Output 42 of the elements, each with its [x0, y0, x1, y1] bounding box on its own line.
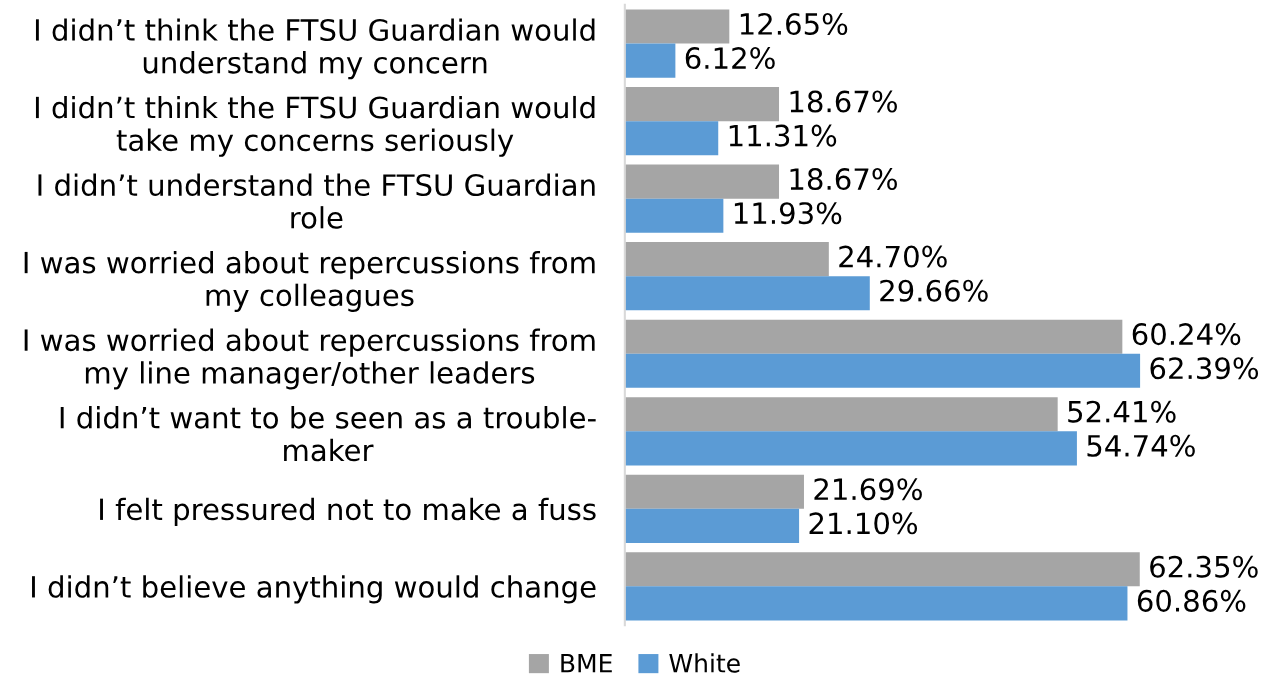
data-label: 18.67% [790, 168, 897, 191]
bar [624, 586, 1128, 621]
bar [624, 164, 780, 199]
data-label: 18.67% [790, 90, 897, 113]
data-label: 6.12% [685, 47, 775, 70]
bar [624, 198, 724, 233]
bar [624, 552, 1140, 587]
data-label: 21.10% [809, 512, 918, 535]
bar [624, 121, 719, 156]
bar [624, 508, 800, 543]
data-label: 12.65% [740, 12, 848, 35]
bar [624, 9, 730, 44]
bar [624, 242, 829, 277]
legend-label: BME [561, 654, 612, 673]
data-label: 29.66% [880, 279, 988, 302]
y-tick-label: I was worried about repercussions from my line manager/other leaders [24, 328, 595, 390]
bar [624, 474, 804, 509]
bar [624, 353, 1141, 388]
legend-label: White [669, 653, 740, 673]
data-label: 52.41% [1068, 400, 1176, 423]
y-tick-label: I was worried about repercussions from my colleagues [24, 251, 595, 312]
bar [624, 431, 1077, 466]
y-tick-label: I didn’t think the FTSU Guardian would understand my concern [35, 18, 595, 80]
y-tick-label: I didn’t understand the FTSU Guardian role [38, 173, 595, 229]
data-label: 24.70% [839, 245, 947, 268]
data-label: 62.35% [1150, 555, 1258, 578]
data-label: 11.31% [729, 124, 837, 147]
y-tick-label: I felt pressured not to make a fuss [100, 497, 596, 526]
data-label: 60.24% [1132, 323, 1241, 346]
bar [624, 43, 676, 78]
y-tick-label: I didn’t think the FTSU Guardian would take my concerns seriously [35, 95, 595, 157]
data-label: 60.86% [1137, 589, 1246, 612]
y-tick-label: I didn’t believe anything would change [32, 575, 596, 604]
data-label: 11.93% [734, 202, 842, 225]
y-tick-label: I didn’t want to be seen as a trouble- maker [60, 406, 596, 462]
bar [624, 319, 1123, 354]
data-label: 54.74% [1087, 434, 1195, 457]
bar [624, 87, 780, 122]
data-label: 21.69% [814, 478, 922, 501]
bar [624, 276, 870, 311]
data-label: 62.39% [1150, 357, 1259, 380]
bar [624, 397, 1058, 432]
